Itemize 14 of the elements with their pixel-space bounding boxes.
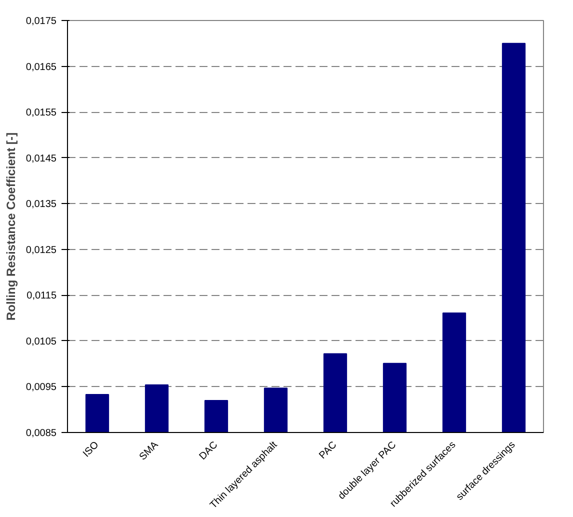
y-tick-label: 0,0145: [26, 153, 57, 164]
y-tick-label: 0,0135: [26, 199, 57, 210]
y-tick-label: 0,0115: [26, 290, 57, 302]
y-tick-label: 0,0155: [26, 108, 57, 119]
x-tick-label: ISO: [81, 439, 102, 460]
y-tick-label: 0,0085: [26, 428, 57, 439]
y-tick-label: 0,0105: [26, 336, 57, 348]
y-tick-label: 0,0125: [26, 244, 57, 256]
x-tick-label: PAC: [317, 440, 340, 462]
y-tick-label: 0,0165: [26, 62, 57, 73]
x-tick-label: SMA: [138, 439, 161, 463]
y-tick-label: 0,0095: [26, 382, 57, 394]
y-tick-label: 0,0175: [26, 16, 57, 27]
y-axis-title: Rolling Resistance Coefficient [-]: [4, 132, 18, 321]
